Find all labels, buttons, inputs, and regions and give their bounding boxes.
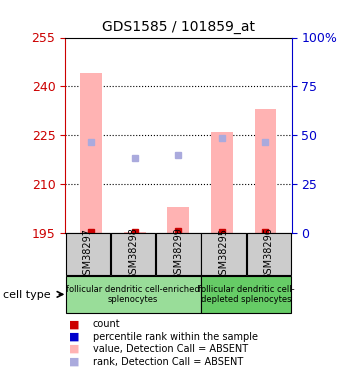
FancyBboxPatch shape: [66, 276, 201, 313]
Text: follicular dendritic cell-
depleted splenocytes: follicular dendritic cell- depleted sple…: [198, 285, 295, 304]
Text: percentile rank within the sample: percentile rank within the sample: [93, 332, 258, 342]
Bar: [124, 231, 146, 232]
FancyBboxPatch shape: [201, 276, 291, 313]
Text: rank, Detection Call = ABSENT: rank, Detection Call = ABSENT: [93, 357, 243, 366]
Text: count: count: [93, 320, 120, 329]
FancyBboxPatch shape: [111, 233, 155, 275]
Text: GSM38298: GSM38298: [128, 228, 138, 280]
Text: ■: ■: [69, 332, 79, 342]
Text: ■: ■: [69, 357, 79, 366]
Text: follicular dendritic cell-enriched
splenocytes: follicular dendritic cell-enriched splen…: [66, 285, 200, 304]
Bar: [167, 207, 189, 232]
Bar: [211, 132, 233, 232]
Text: cell type: cell type: [3, 290, 51, 300]
FancyBboxPatch shape: [66, 233, 110, 275]
FancyBboxPatch shape: [156, 233, 201, 275]
Title: GDS1585 / 101859_at: GDS1585 / 101859_at: [102, 20, 255, 34]
Text: GSM38295: GSM38295: [218, 228, 229, 280]
Text: ■: ■: [69, 320, 79, 329]
FancyBboxPatch shape: [247, 233, 291, 275]
FancyBboxPatch shape: [201, 233, 246, 275]
Bar: [80, 73, 102, 232]
Bar: [255, 109, 276, 232]
Text: value, Detection Call = ABSENT: value, Detection Call = ABSENT: [93, 344, 248, 354]
Text: GSM38296: GSM38296: [264, 228, 274, 280]
Text: ■: ■: [69, 344, 79, 354]
Text: GSM38299: GSM38299: [173, 228, 184, 280]
Text: GSM38297: GSM38297: [83, 228, 93, 280]
